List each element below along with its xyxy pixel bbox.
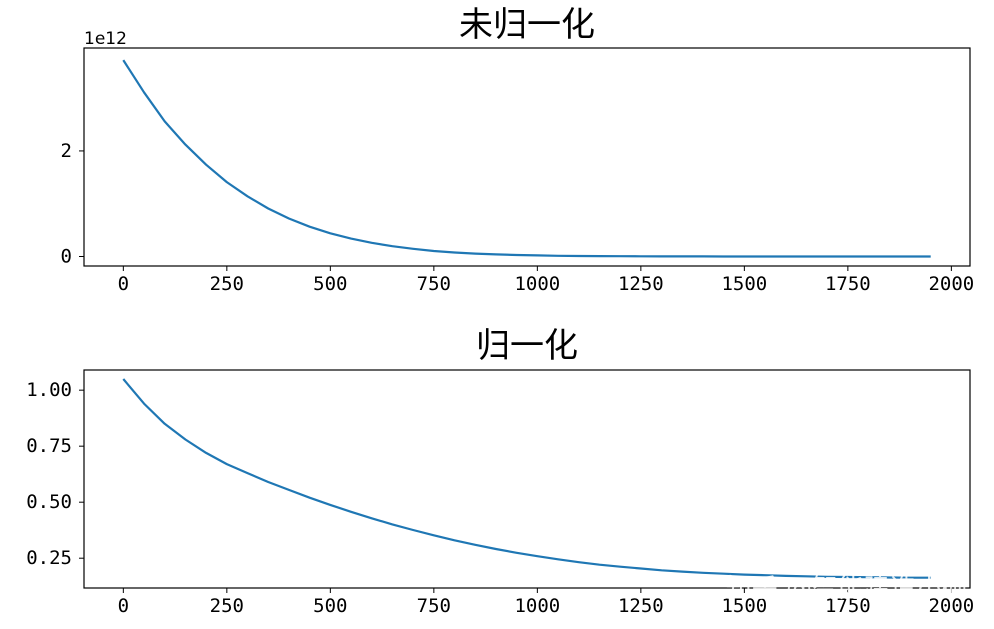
- x-tick-label: 1250: [618, 273, 664, 295]
- y-offset-label: 1e12: [84, 29, 127, 49]
- x-tick-label: 250: [210, 273, 244, 295]
- watermark-text: 知乎 @智能建造小硕: [726, 574, 968, 604]
- y-tick-label: 0.75: [26, 435, 72, 457]
- axes-frame: [83, 369, 971, 589]
- x-tick-label: 0: [118, 595, 129, 617]
- x-tick-label: 1000: [514, 595, 560, 617]
- subplot-title: 归一化: [476, 326, 578, 366]
- x-tick-label: 250: [210, 595, 244, 617]
- x-tick-label: 1500: [721, 273, 767, 295]
- subplot-unnormalized: 未归一化 1e12 0 250 500 750 1000 1250 1500 1750 2000…: [61, 5, 975, 295]
- y-axis-ticks: 02: [61, 140, 84, 267]
- x-tick-label: 750: [417, 595, 451, 617]
- x-axis-ticks: 0 250 500 750 1000 1250 1500 1750 2000: [118, 266, 974, 295]
- y-tick-label: 0.50: [26, 491, 72, 513]
- series-line: [122, 378, 931, 579]
- x-tick-label: 1750: [825, 595, 871, 617]
- subplot-normalized: 归一化 0 250 500 750 1000 1250 1500 1750 2000 0.250…: [26, 326, 974, 617]
- x-tick-label: 1250: [618, 595, 664, 617]
- x-tick-label: 2000: [928, 273, 974, 295]
- x-tick-label: 1500: [721, 595, 767, 617]
- y-tick-label: 1.00: [26, 379, 72, 401]
- y-tick-label: 0: [61, 245, 72, 267]
- x-tick-label: 1000: [514, 273, 560, 295]
- series-line: [122, 59, 931, 258]
- y-tick-label: 2: [61, 140, 72, 162]
- y-tick-label: 0.25: [26, 547, 72, 569]
- line-plot-area: [122, 378, 931, 579]
- line-plot-area: [122, 59, 931, 258]
- x-tick-label: 500: [313, 595, 347, 617]
- x-tick-label: 2000: [928, 595, 974, 617]
- x-axis-ticks: 0 250 500 750 1000 1250 1500 1750 2000: [118, 588, 974, 617]
- x-tick-label: 500: [313, 273, 347, 295]
- x-tick-label: 0: [118, 273, 129, 295]
- y-axis-ticks: 0.25 0.50 0.75 1.00: [26, 379, 84, 569]
- x-tick-label: 750: [417, 273, 451, 295]
- axes-frame: [83, 47, 971, 267]
- subplot-title: 未归一化: [459, 5, 595, 45]
- x-tick-label: 1750: [825, 273, 871, 295]
